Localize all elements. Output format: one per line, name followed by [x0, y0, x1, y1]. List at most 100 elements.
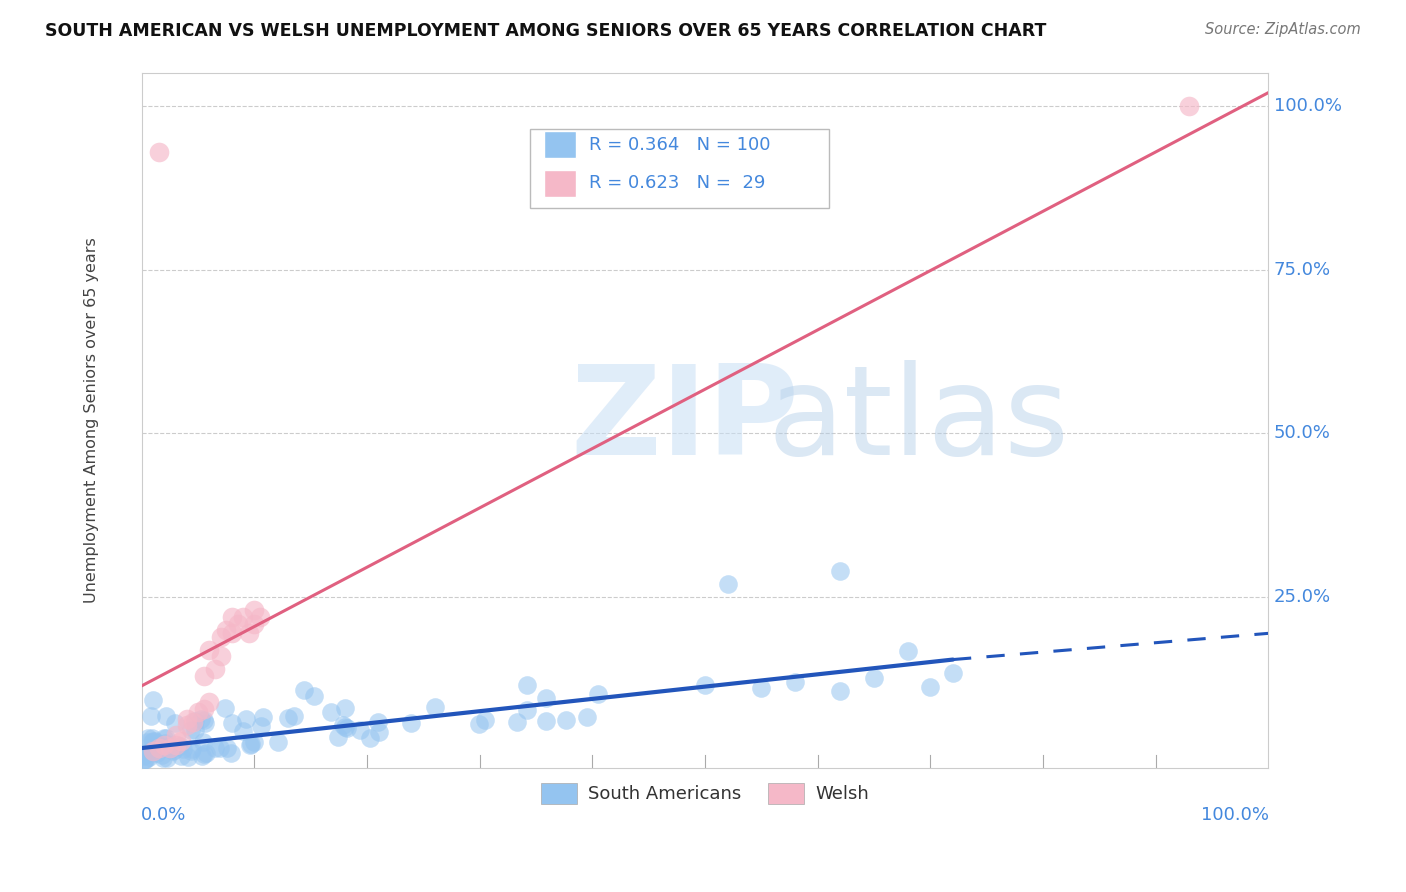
Point [242, 735, 264, 749]
Point [152, 750, 174, 764]
Point [863, 672, 886, 686]
Point [252, 709, 274, 723]
Point [180, 723, 202, 737]
Point [283, 708, 305, 723]
Point [145, 734, 167, 748]
Point [215, 741, 238, 756]
Point [232, 724, 254, 739]
Point [134, 753, 156, 767]
Legend: South Americans, Welsh: South Americans, Welsh [534, 775, 876, 811]
Point [785, 675, 807, 690]
Point [172, 741, 194, 756]
Point [292, 683, 315, 698]
Point [335, 701, 357, 715]
Point [897, 644, 920, 658]
Point [219, 746, 242, 760]
Point [243, 616, 266, 631]
Point [576, 709, 599, 723]
Point [221, 626, 243, 640]
Point [336, 721, 359, 735]
Point [160, 740, 183, 755]
Point [181, 742, 204, 756]
Point [136, 735, 159, 749]
Point [209, 630, 232, 644]
Text: atlas: atlas [768, 359, 1069, 481]
Point [193, 735, 215, 749]
Point [193, 747, 215, 761]
Point [177, 749, 200, 764]
Point [204, 662, 226, 676]
Point [249, 610, 271, 624]
Point [132, 749, 155, 764]
Text: Source: ZipAtlas.com: Source: ZipAtlas.com [1205, 22, 1361, 37]
Point [190, 712, 212, 726]
Point [146, 746, 169, 760]
Point [183, 714, 205, 728]
Text: 50.0%: 50.0% [1274, 425, 1331, 442]
Point [176, 712, 198, 726]
Point [142, 693, 165, 707]
Point [328, 731, 350, 745]
Point [141, 735, 163, 749]
Point [194, 716, 217, 731]
Point [155, 708, 177, 723]
Point [516, 678, 538, 692]
Point [235, 712, 257, 726]
Point [153, 738, 176, 752]
Point [221, 716, 243, 731]
Text: 75.0%: 75.0% [1274, 260, 1331, 278]
Point [204, 740, 226, 755]
Point [243, 603, 266, 617]
Text: R = 0.623   N =  29: R = 0.623 N = 29 [589, 175, 765, 193]
Point [187, 705, 209, 719]
Point [830, 683, 852, 698]
Point [169, 739, 191, 753]
Point [239, 738, 262, 752]
Point [751, 681, 773, 696]
Point [162, 744, 184, 758]
Point [193, 702, 215, 716]
Point [399, 715, 422, 730]
Point [135, 752, 157, 766]
Text: SOUTH AMERICAN VS WELSH UNEMPLOYMENT AMONG SENIORS OVER 65 YEARS CORRELATION CHA: SOUTH AMERICAN VS WELSH UNEMPLOYMENT AMO… [45, 22, 1046, 40]
Point [142, 734, 165, 748]
Point [942, 666, 965, 681]
Point [134, 751, 156, 765]
Point [717, 577, 740, 591]
Point [141, 731, 163, 745]
Point [693, 678, 716, 692]
Point [215, 623, 238, 637]
Point [181, 714, 204, 729]
Point [302, 689, 325, 703]
Point [180, 744, 202, 758]
Point [148, 741, 170, 756]
Point [165, 728, 187, 742]
Point [554, 713, 576, 727]
Text: 100.0%: 100.0% [1202, 805, 1270, 824]
Text: 25.0%: 25.0% [1274, 589, 1331, 607]
Point [333, 720, 356, 734]
Point [468, 716, 491, 731]
Point [176, 718, 198, 732]
Point [153, 731, 176, 745]
Point [367, 715, 389, 730]
Point [170, 734, 193, 748]
Point [155, 731, 177, 745]
Text: R = 0.364   N = 100: R = 0.364 N = 100 [589, 136, 770, 153]
Point [277, 711, 299, 725]
Point [145, 736, 167, 750]
Point [321, 706, 343, 720]
Point [1178, 99, 1201, 113]
Point [193, 669, 215, 683]
Point [165, 715, 187, 730]
Point [586, 687, 609, 701]
Point [153, 736, 176, 750]
Point [505, 715, 527, 730]
FancyBboxPatch shape [544, 131, 575, 158]
Point [332, 718, 354, 732]
Point [238, 626, 260, 640]
Point [359, 731, 381, 745]
Point [214, 701, 236, 715]
Point [162, 743, 184, 757]
Point [153, 740, 176, 755]
